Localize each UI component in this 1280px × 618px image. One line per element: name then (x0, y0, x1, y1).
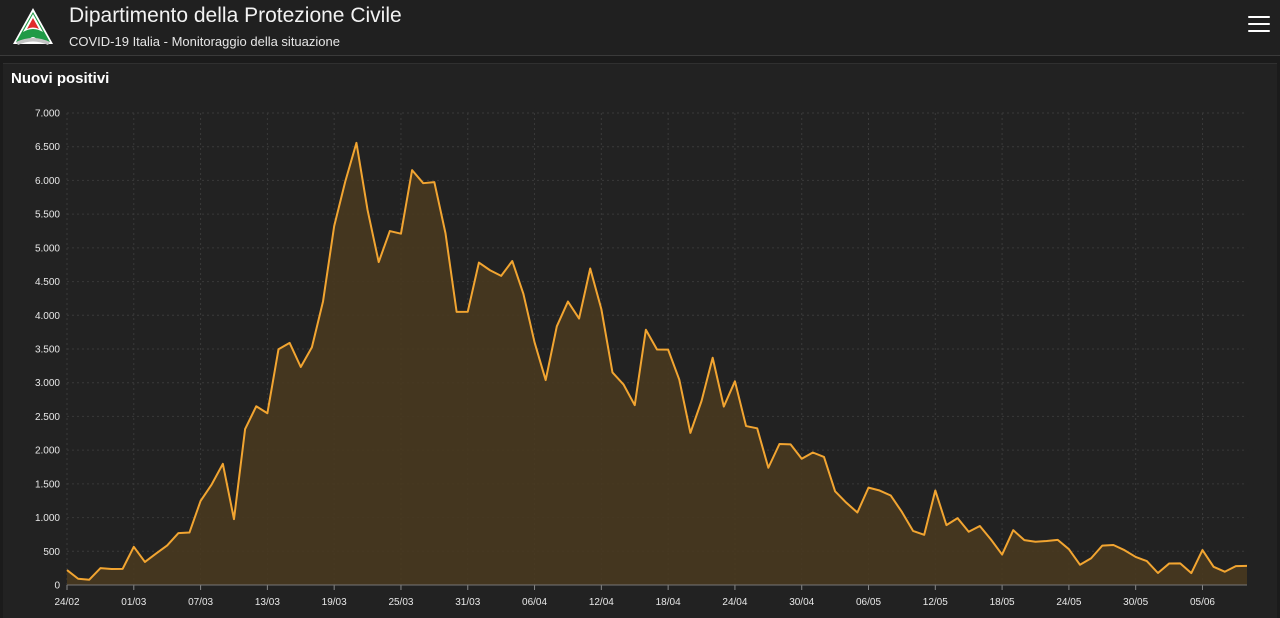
y-axis-ticks: 0 500 1.000 1.500 2.000 2.500 3.000 3.500 4.000 4… (35, 109, 60, 592)
chart-panel: Nuovi positivi 0 500 1.000 1.500 2.000 2.500 3… (3, 63, 1277, 618)
x-tick-label: 31/03 (455, 597, 480, 608)
x-tick-label: 24/05 (1056, 597, 1081, 608)
x-tick-label: 18/05 (990, 597, 1015, 608)
x-tick-label: 13/03 (255, 597, 280, 608)
x-tick-label: 12/05 (923, 597, 948, 608)
y-tick-label: 2.500 (35, 412, 60, 423)
x-tick-label: 18/04 (656, 597, 681, 608)
chart-title: Nuovi positivi (11, 70, 110, 87)
y-tick-label: 500 (43, 547, 60, 558)
y-tick-label: 1.000 (35, 513, 60, 524)
y-tick-label: 0 (54, 581, 60, 592)
series-line (66, 141, 1248, 581)
y-tick-label: 4.500 (35, 277, 60, 288)
y-tick-label: 5.000 (35, 243, 60, 254)
nuovi-positivi-chart: 0 500 1.000 1.500 2.000 2.500 3.000 3.500 4.000 4… (35, 109, 1248, 608)
y-tick-label: 7.000 (35, 109, 60, 120)
y-tick-label: 3.000 (35, 378, 60, 389)
y-tick-label: 1.500 (35, 479, 60, 490)
app-header: Dipartimento della Protezione Civile COV… (0, 0, 1280, 56)
y-tick-label: 6.000 (35, 176, 60, 187)
y-tick-label: 3.500 (35, 345, 60, 356)
x-tick-label: 19/03 (322, 597, 347, 608)
x-tick-label: 25/03 (388, 597, 413, 608)
protezione-civile-logo-icon (13, 8, 53, 45)
x-tick-label: 06/05 (856, 597, 881, 608)
x-tick-label: 24/02 (54, 597, 79, 608)
x-tick-label: 06/04 (522, 597, 547, 608)
x-tick-label: 07/03 (188, 597, 213, 608)
x-tick-label: 30/05 (1123, 597, 1148, 608)
app-subtitle: COVID-19 Italia - Monitoraggio della sit… (69, 34, 340, 49)
x-axis-ticks: 24/02 01/03 07/03 13/03 19/03 25/03 31/03 06/04… (54, 585, 1215, 608)
x-tick-label: 30/04 (789, 597, 814, 608)
hamburger-menu-icon[interactable] (1248, 16, 1270, 36)
y-tick-label: 5.500 (35, 210, 60, 221)
series-area (67, 142, 1247, 585)
y-tick-label: 4.000 (35, 311, 60, 322)
x-tick-label: 12/04 (589, 597, 614, 608)
app-title: Dipartimento della Protezione Civile (69, 4, 402, 27)
y-tick-label: 6.500 (35, 142, 60, 153)
x-tick-label: 24/04 (722, 597, 747, 608)
x-tick-label: 05/06 (1190, 597, 1215, 608)
x-tick-label: 01/03 (121, 597, 146, 608)
y-tick-label: 2.000 (35, 446, 60, 457)
